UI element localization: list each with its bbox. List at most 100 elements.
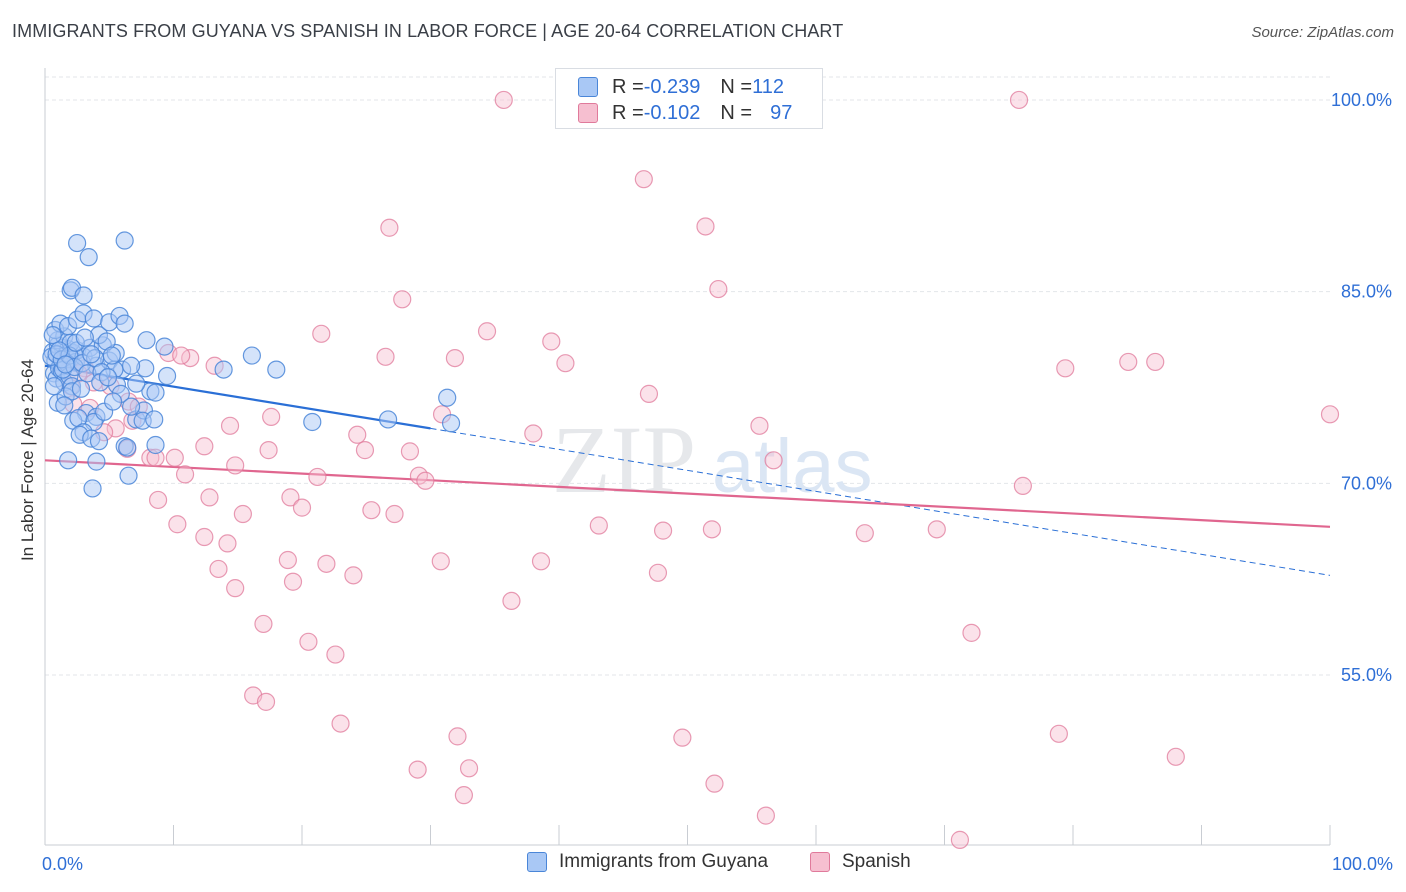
spanish-point [172,346,191,365]
spanish-point [292,498,312,517]
guyana-point [74,286,93,305]
legend-n-value: 112 [752,75,784,98]
guyana-point [438,388,457,407]
spanish-point [148,490,168,510]
spanish-point [344,566,363,585]
spanish-point [106,419,125,438]
spanish-point [764,451,783,470]
series-legend: Immigrants from Guyana Spanish [0,851,1406,879]
spanish-point [705,774,724,793]
spanish-point [254,614,273,634]
y-tick-label: 55.0% [1341,665,1392,685]
spanish-point [639,384,659,403]
spanish-point [348,425,367,444]
spanish-point [477,322,497,341]
spanish-point [355,441,375,460]
spanish-point [400,442,420,461]
spanish-point [556,354,575,373]
y-tick-label: 100.0% [1331,90,1392,110]
spanish-point [326,645,345,664]
spanish-point [855,524,874,543]
guyana-point [146,435,165,455]
spanish-point [1119,352,1138,372]
x-tick-labels: 0.0% 100.0% [42,854,1393,874]
spanish-point [702,520,722,539]
guyana-point [378,410,398,429]
y-tick-label: 70.0% [1341,473,1392,493]
spanish-point [927,520,946,539]
spanish-point [393,290,412,309]
guyana-point [79,248,98,267]
series-name-spanish: Spanish [842,851,911,872]
legend-swatch-guyana [578,77,598,97]
spanish-point [589,516,608,535]
spanish-point [648,563,668,582]
spanish-point [531,552,551,571]
legend-r-label: R = [612,101,644,124]
spanish-point [1166,747,1185,766]
spanish-point [1146,352,1165,372]
spanish-point [454,786,474,805]
guyana-point [115,231,134,250]
guyana-point [89,432,109,451]
series-swatch-guyana [527,852,547,872]
legend-n-label: N = [720,101,753,124]
guyana-point [87,452,106,471]
spanish-point [1056,359,1075,378]
series-legend-spanish: Spanish [810,851,911,873]
legend-n-label: N = [720,75,753,98]
guyana-point [44,377,64,396]
spanish-point [1049,724,1068,743]
legend-n-value: 97 [770,101,793,124]
spanish-point [278,550,297,570]
guyana-point [119,466,138,485]
spanish-point [962,623,981,642]
chart-title: IMMIGRANTS FROM GUYANA VS SPANISH IN LAB… [12,21,844,41]
guyana-trend-extension [430,427,1331,576]
watermark: ZIP atlas [552,406,873,513]
guyana-point [115,314,134,333]
x-tick-label-max: 100.0% [1332,854,1393,874]
spanish-point [226,456,245,475]
spanish-point [408,760,427,779]
guyana-point [303,412,322,432]
guyana-point [441,414,461,433]
guyana-point [242,346,261,365]
guyana-point [145,410,164,429]
legend-r-value: -0.239 [643,75,701,98]
guyana-point [155,337,174,356]
spanish-point [209,559,228,579]
guyana-point [68,233,87,253]
guyana-point [43,325,62,345]
spanish-point [175,465,195,484]
guyana-point [98,368,118,387]
series-name-guyana: Immigrants from Guyana [559,851,769,872]
spanish-point [317,554,336,573]
axes [44,68,1331,846]
spanish-point [376,347,395,366]
watermark-atlas: atlas [712,424,873,509]
guyana-point [121,397,141,416]
guyana-point [267,360,286,379]
guyana-point [121,356,141,375]
spanish-point [709,279,728,299]
guyana-point [75,328,94,347]
legend-row-guyana: R = -0.239 N = 112 [578,74,784,100]
spanish-points [61,90,1340,849]
spanish-point [524,424,543,443]
spanish-point [308,467,327,487]
spanish-point [756,806,775,825]
y-tick-label: 85.0% [1341,282,1392,302]
spanish-point [385,504,404,524]
guyana-point [82,345,101,364]
spanish-point [331,714,350,733]
guyana-point [102,346,121,365]
guyana-point [118,438,137,457]
guyana-point [137,331,156,350]
spanish-point [195,527,214,547]
guyana-point [104,392,123,411]
legend: R = -0.239 N = 112 R = -0.102 N = 97 [555,68,823,129]
guyana-point [59,451,78,470]
legend-row-spanish: R = -0.102 N = 97 [578,100,792,126]
